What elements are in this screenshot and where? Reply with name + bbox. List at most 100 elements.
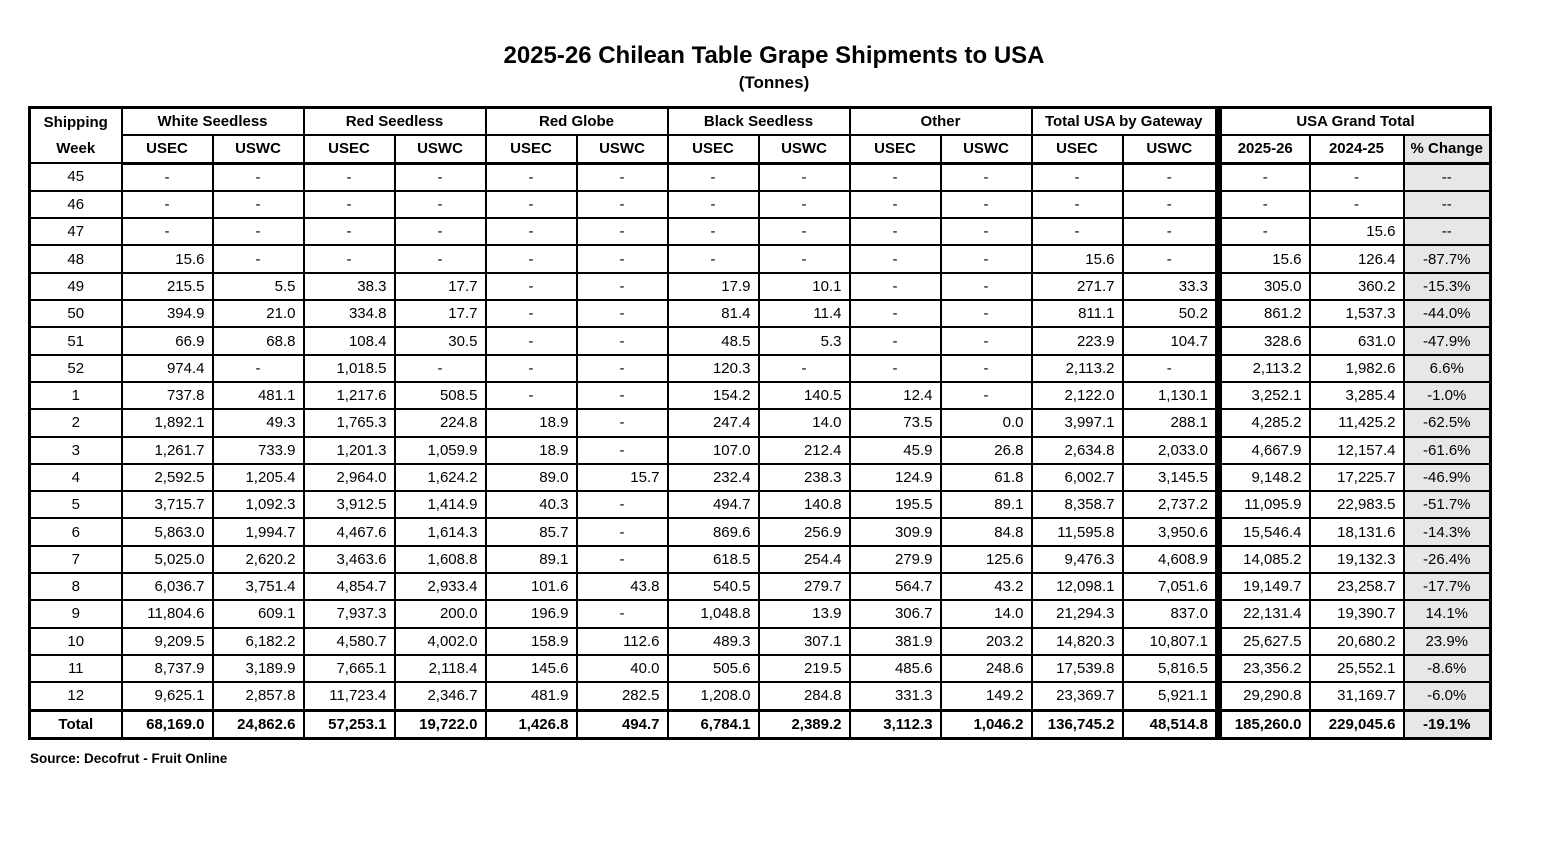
- table-cell: 212.4: [757, 435, 851, 465]
- subheader-other-uswc: USWC: [939, 134, 1033, 165]
- table-cell: 18,131.6: [1308, 517, 1405, 547]
- table-cell: -: [575, 517, 669, 547]
- table-cell: -: [393, 162, 487, 192]
- table-cell: 811.1: [1030, 299, 1124, 329]
- table-cell: -: [211, 217, 305, 247]
- subheader-black-seedless-usec: USEC: [666, 134, 760, 165]
- table-cell: 40.3: [484, 490, 578, 520]
- table-cell: 21,294.3: [1030, 599, 1124, 629]
- table-cell: 0.0: [939, 408, 1033, 438]
- group-header-black-seedless: Black Seedless: [666, 106, 851, 137]
- table-cell: -: [575, 217, 669, 247]
- week-cell: 51: [28, 326, 123, 356]
- table-cell: 223.9: [1030, 326, 1124, 356]
- table-row-week-47: 47- - - - - - - - - - - - -15.6 --: [28, 217, 1492, 247]
- table-cell: 334.8: [302, 299, 396, 329]
- table-cell: 57,253.1: [302, 708, 396, 740]
- table-cell: 73.5: [848, 408, 942, 438]
- table-cell: -: [393, 217, 487, 247]
- table-cell: 494.7: [575, 708, 669, 740]
- table-cell: 12,098.1: [1030, 572, 1124, 602]
- table-cell: 185,260.0: [1215, 708, 1311, 740]
- table-cell: 2,620.2: [211, 544, 305, 575]
- table-cell: 4,608.9: [1121, 544, 1220, 575]
- table-cell: 85.7: [484, 517, 578, 547]
- table-cell: 1,765.3: [302, 408, 396, 438]
- table-cell: 2,113.2: [1215, 353, 1311, 383]
- table-cell: -: [1030, 217, 1124, 247]
- table-cell: 11.4: [757, 299, 851, 329]
- table-cell: -: [484, 189, 578, 220]
- table-cell: -: [757, 217, 851, 247]
- table-cell: 15.6: [1215, 244, 1311, 274]
- table-cell: 2,033.0: [1121, 435, 1220, 465]
- table-cell: -: [939, 217, 1033, 247]
- table-cell: -: [848, 217, 942, 247]
- total-row: Total 68,169.0 24,862.6 57,253.1 19,722.0 1,4…: [28, 708, 1492, 740]
- table-cell: 7,665.1: [302, 653, 396, 684]
- table-cell: 4,667.9: [1215, 435, 1311, 465]
- table-cell: -: [666, 217, 760, 247]
- table-cell: 124.9: [848, 462, 942, 493]
- table-cell: 22,131.4: [1215, 599, 1311, 629]
- week-cell: 5: [28, 490, 123, 520]
- table-cell: -: [575, 353, 669, 383]
- table-cell: -: [211, 162, 305, 192]
- table-cell: 489.3: [666, 626, 760, 656]
- table-row-week-12: 12 9,625.1 2,857.8 11,723.4 2,346.7 481.9 282.…: [28, 681, 1492, 712]
- table-cell: 19,722.0: [393, 708, 487, 740]
- table-cell: 2,118.4: [393, 653, 487, 684]
- table-row-week-10: 10 9,209.5 6,182.2 4,580.7 4,002.0 158.9 112.6…: [28, 626, 1492, 656]
- table-cell: 6,182.2: [211, 626, 305, 656]
- table-cell: -: [575, 326, 669, 356]
- subheader-white-seedless-usec: USEC: [120, 134, 214, 165]
- table-cell: -: [757, 189, 851, 220]
- table-cell: 11,595.8: [1030, 517, 1124, 547]
- table-cell: 68,169.0: [120, 708, 214, 740]
- table-cell: 1,092.3: [211, 490, 305, 520]
- table-cell: 1,217.6: [302, 380, 396, 411]
- table-cell: 1,046.2: [939, 708, 1033, 740]
- table-cell: 12.4: [848, 380, 942, 411]
- table-cell: 21.0: [211, 299, 305, 329]
- table-cell: 215.5: [120, 271, 214, 302]
- table-cell: -: [939, 244, 1033, 274]
- week-cell: 3: [28, 435, 123, 465]
- table-cell: 307.1: [757, 626, 851, 656]
- table-cell: 11,804.6: [120, 599, 214, 629]
- table-cell: 494.7: [666, 490, 760, 520]
- table-cell: 17,539.8: [1030, 653, 1124, 684]
- table-cell: 19,132.3: [1308, 544, 1405, 575]
- table-cell: 5.5: [211, 271, 305, 302]
- table-cell: 140.8: [757, 490, 851, 520]
- table-cell: 104.7: [1121, 326, 1220, 356]
- table-cell: 5,816.5: [1121, 653, 1220, 684]
- table-cell: -: [484, 326, 578, 356]
- table-cell: -: [211, 244, 305, 274]
- table-cell: -46.9%: [1402, 462, 1492, 493]
- table-row-week-51: 51 66.9 68.8 108.4 30.5- -48.5 5.3- -223.9 104.7…: [28, 326, 1492, 356]
- table-cell: -62.5%: [1402, 408, 1492, 438]
- table-cell: -: [1308, 162, 1405, 192]
- table-cell: 505.6: [666, 653, 760, 684]
- table-row-week-50: 50 394.9 21.0 334.8 17.7- -81.4 11.4- -811.1 50.…: [28, 299, 1492, 329]
- table-cell: 1,426.8: [484, 708, 578, 740]
- table-cell: 861.2: [1215, 299, 1311, 329]
- table-cell: 219.5: [757, 653, 851, 684]
- table-cell: -17.7%: [1402, 572, 1492, 602]
- table-cell: 4,854.7: [302, 572, 396, 602]
- table-cell: 14.1%: [1402, 599, 1492, 629]
- shipments-table: Shipping Week White Seedless Red Seedless Re…: [28, 106, 1492, 740]
- table-cell: 5,921.1: [1121, 681, 1220, 712]
- table-cell: 309.9: [848, 517, 942, 547]
- table-cell: 196.9: [484, 599, 578, 629]
- table-cell: 140.5: [757, 380, 851, 411]
- table-cell: 11,425.2: [1308, 408, 1405, 438]
- table-row-week-6: 6 5,863.0 1,994.7 4,467.6 1,614.3 85.7-869.6 2…: [28, 517, 1492, 547]
- table-cell: 4,285.2: [1215, 408, 1311, 438]
- table-cell: 2,933.4: [393, 572, 487, 602]
- table-cell: 112.6: [575, 626, 669, 656]
- page-title: 2025-26 Chilean Table Grape Shipments to…: [503, 42, 1045, 69]
- table-cell: 737.8: [120, 380, 214, 411]
